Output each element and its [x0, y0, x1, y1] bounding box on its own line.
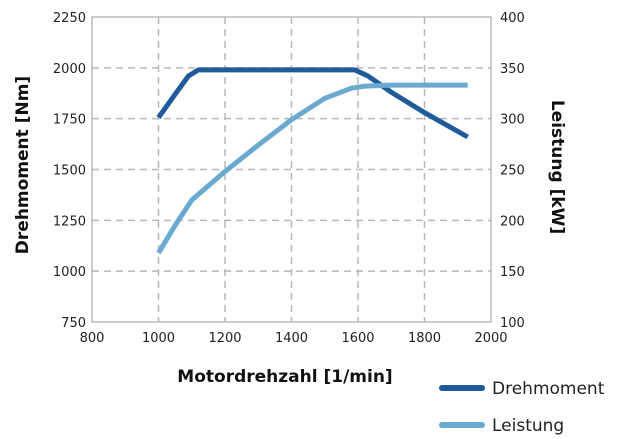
y-tick-label: 2250: [53, 11, 86, 26]
y2-tick-label: 250: [500, 164, 525, 179]
series-line-drehmoment: [156, 67, 469, 140]
tick-labels: 800 1000 1200 1400 1600 1800 2000 750 1000 1250 15…: [53, 11, 525, 346]
legend-label-drehmoment: Drehmoment: [492, 379, 605, 399]
x-axis-title: Motordrehzahl [1/min]: [177, 367, 392, 387]
legend-label-leistung: Leistung: [492, 416, 564, 436]
series-line-leistung: [156, 82, 468, 255]
y-axis-title: Drehmoment [Nm]: [13, 76, 33, 254]
y2-tick-label: 350: [500, 62, 525, 77]
y2-tick-label: 150: [500, 265, 525, 280]
y-tick-label: 2000: [53, 62, 86, 77]
y2-tick-label: 100: [500, 316, 525, 331]
y-tick-label: 750: [61, 316, 86, 331]
x-tick-label: 1800: [408, 331, 441, 346]
y-tick-label: 1750: [53, 113, 86, 128]
y-tick-label: 1000: [53, 265, 86, 280]
x-tick-label: 1000: [142, 331, 175, 346]
y2-tick-label: 200: [500, 214, 525, 229]
x-tick-label: 1400: [275, 331, 308, 346]
x-tick-label: 800: [80, 331, 105, 346]
y-tick-label: 1250: [53, 214, 86, 229]
x-tick-label: 1200: [208, 331, 241, 346]
x-tick-label: 2000: [474, 331, 507, 346]
y2-tick-label: 300: [500, 113, 525, 128]
y2-tick-label: 400: [500, 11, 525, 26]
series-layer: [156, 67, 469, 255]
x-tick-label: 1600: [341, 331, 374, 346]
legend: Drehmoment Leistung: [439, 379, 605, 436]
y2-axis-title: Leistung [kW]: [547, 100, 567, 234]
y-tick-label: 1500: [53, 164, 86, 179]
